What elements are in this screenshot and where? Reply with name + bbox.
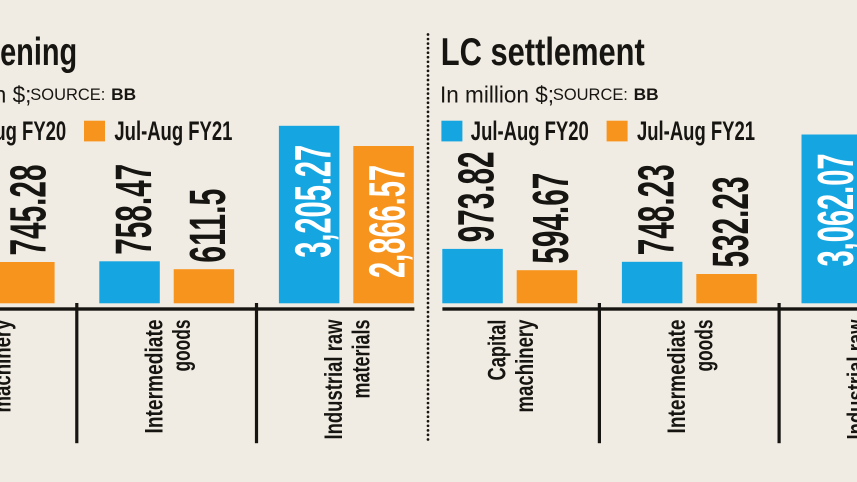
svg-text:LC opening: LC opening bbox=[0, 31, 77, 74]
svg-text:goods: goods bbox=[168, 320, 196, 372]
svg-text:532.23: 532.23 bbox=[702, 177, 759, 268]
svg-text:Intermediate: Intermediate bbox=[663, 319, 691, 433]
svg-text:594.67: 594.67 bbox=[522, 173, 579, 264]
svg-text:Jul-Aug FY21: Jul-Aug FY21 bbox=[637, 116, 755, 146]
svg-text:In million $;: In million $; bbox=[0, 82, 31, 108]
svg-text:machinery: machinery bbox=[0, 319, 17, 412]
svg-text:Jul-Aug FY20: Jul-Aug FY20 bbox=[0, 116, 66, 146]
svg-text:2,866.57: 2,866.57 bbox=[359, 165, 416, 278]
svg-text:machinery: machinery bbox=[511, 319, 539, 412]
svg-text:3,062.07: 3,062.07 bbox=[807, 154, 857, 267]
svg-text:BB: BB bbox=[634, 85, 659, 104]
svg-text:745.28: 745.28 bbox=[0, 165, 57, 256]
svg-text:Capital: Capital bbox=[483, 320, 511, 381]
svg-text:758.47: 758.47 bbox=[105, 164, 162, 255]
svg-text:goods: goods bbox=[691, 320, 719, 372]
svg-text:BB: BB bbox=[111, 85, 136, 104]
svg-text:Industrial raw: Industrial raw bbox=[843, 319, 857, 439]
svg-text:SOURCE:: SOURCE: bbox=[553, 85, 628, 104]
svg-text:748.23: 748.23 bbox=[627, 164, 684, 255]
svg-text:Jul-Aug FY21: Jul-Aug FY21 bbox=[114, 116, 232, 146]
svg-text:3,205.27: 3,205.27 bbox=[284, 145, 341, 258]
svg-text:Jul-Aug FY20: Jul-Aug FY20 bbox=[471, 116, 589, 146]
svg-text:materials: materials bbox=[348, 320, 376, 399]
svg-text:Industrial raw: Industrial raw bbox=[320, 319, 348, 439]
svg-text:611.5: 611.5 bbox=[179, 189, 236, 263]
svg-text:973.82: 973.82 bbox=[448, 151, 505, 242]
svg-text:Intermediate: Intermediate bbox=[140, 319, 168, 433]
svg-text:LC settlement: LC settlement bbox=[441, 31, 645, 74]
svg-text:SOURCE:: SOURCE: bbox=[30, 85, 105, 104]
svg-text:In million $;: In million $; bbox=[440, 82, 554, 108]
